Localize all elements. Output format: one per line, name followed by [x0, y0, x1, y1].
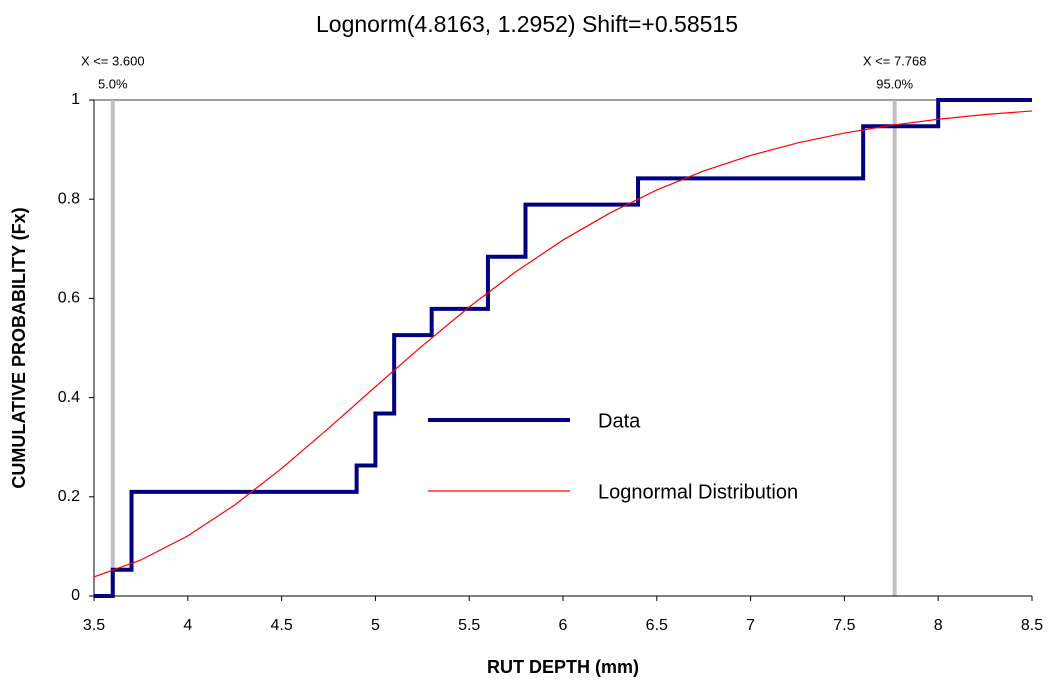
marker-x-label: X <= 7.768 [863, 53, 927, 68]
chart-title: Lognorm(4.8163, 1.2952) Shift=+0.58515 [316, 11, 738, 37]
y-tick-label: 0 [71, 587, 80, 604]
data-line [94, 98, 1032, 598]
y-tick-label: 0.6 [58, 290, 80, 307]
x-tick-label: 7.5 [833, 617, 855, 634]
y-axis-label: CUMULATIVE PROBABILITY (Fx) [9, 207, 29, 488]
x-tick-label: 6 [559, 617, 568, 634]
y-tick-label: 0.2 [58, 488, 80, 505]
x-tick-label: 8.5 [1021, 617, 1043, 634]
data-line [93, 110, 1033, 578]
marker-x-label: X <= 3.600 [81, 53, 145, 68]
legend-label: Lognormal Distribution [598, 481, 798, 503]
x-tick-label: 8 [934, 617, 943, 634]
y-tick-label: 0.8 [58, 190, 80, 207]
x-tick-label: 6.5 [646, 617, 668, 634]
legend-label: Data [598, 410, 641, 432]
x-tick-label: 4.5 [270, 617, 292, 634]
marker-probability-label: 95.0% [876, 76, 913, 91]
x-tick-label: 3.5 [83, 617, 105, 634]
x-tick-label: 4 [183, 617, 192, 634]
x-tick-label: 7 [746, 617, 755, 634]
y-tick-label: 0.4 [58, 389, 80, 406]
x-tick-label: 5.5 [458, 617, 480, 634]
x-tick-label: 5 [371, 617, 380, 634]
marker-probability-label: 5.0% [98, 76, 128, 91]
y-tick-label: 1 [71, 91, 80, 108]
x-axis-label: RUT DEPTH (mm) [487, 657, 639, 677]
